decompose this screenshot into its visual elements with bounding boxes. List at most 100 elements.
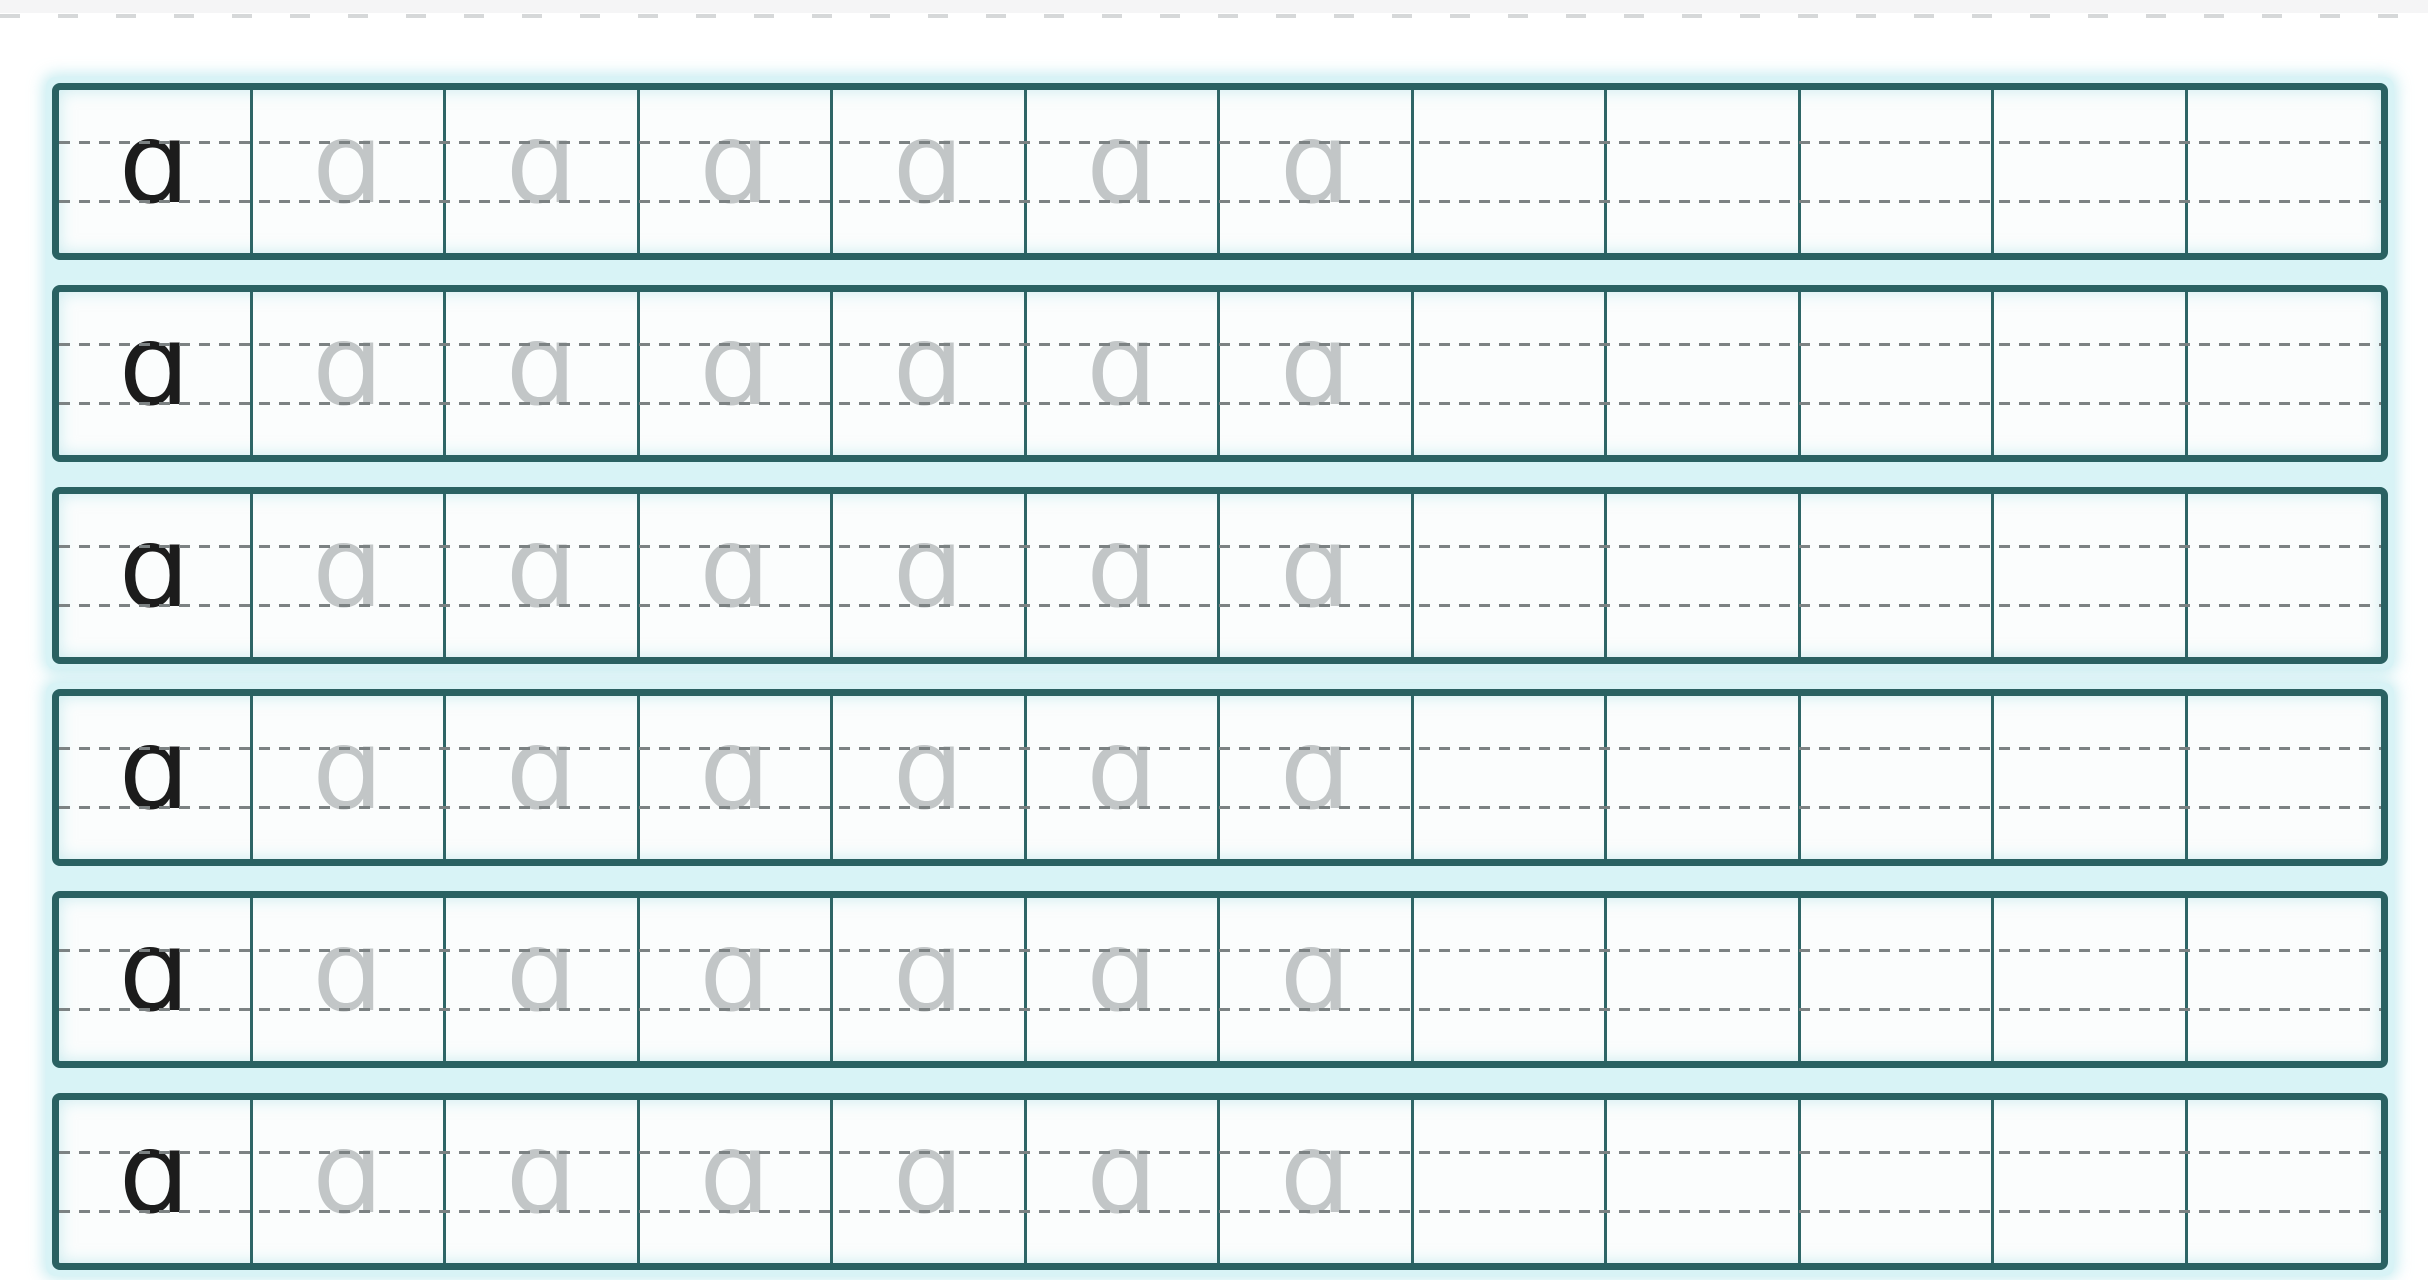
- cropped-previous-row-dashes: [0, 14, 2428, 18]
- practice-cell-blank: [1801, 90, 1994, 253]
- midline-dashed-upper: [59, 1151, 2381, 1154]
- practice-cell: ɑ: [1220, 292, 1414, 455]
- practice-cell: ɑ: [833, 1100, 1027, 1263]
- practice-cell: ɑ: [833, 898, 1027, 1061]
- practice-cell-blank: [1994, 898, 2188, 1061]
- practice-cell: ɑ: [1027, 696, 1220, 859]
- practice-cell: ɑ: [59, 90, 253, 253]
- midline-dashed-lower: [59, 200, 2381, 203]
- practice-cell-blank: [1414, 90, 1607, 253]
- practice-cell-blank: [1607, 292, 1801, 455]
- practice-cell-blank: [1994, 1100, 2188, 1263]
- practice-cell-blank: [1801, 696, 1994, 859]
- practice-row-cells: ɑ ɑ ɑ ɑ ɑ ɑ ɑ: [59, 1100, 2381, 1263]
- practice-cell: ɑ: [1027, 494, 1220, 657]
- midline-dashed-upper: [59, 747, 2381, 750]
- practice-row-5: ɑ ɑ ɑ ɑ ɑ ɑ ɑ: [52, 891, 2388, 1068]
- practice-cell: ɑ: [833, 696, 1027, 859]
- practice-cell: ɑ: [253, 696, 446, 859]
- midline-dashed-lower: [59, 806, 2381, 809]
- midline-dashed-lower: [59, 402, 2381, 405]
- practice-cell-blank: [2188, 90, 2382, 253]
- practice-cell: ɑ: [1220, 696, 1414, 859]
- practice-block-upper: ɑ ɑ ɑ ɑ ɑ ɑ ɑ ɑ ɑ ɑ ɑ ɑ: [46, 77, 2394, 670]
- practice-cell: ɑ: [253, 292, 446, 455]
- practice-cell: ɑ: [1027, 292, 1220, 455]
- midline-dashed-lower: [59, 1210, 2381, 1213]
- practice-cell: ɑ: [1027, 898, 1220, 1061]
- practice-cell: ɑ: [59, 1100, 253, 1263]
- practice-cell: ɑ: [640, 898, 833, 1061]
- practice-cell: ɑ: [640, 292, 833, 455]
- practice-cell-blank: [1607, 90, 1801, 253]
- practice-block-lower: ɑ ɑ ɑ ɑ ɑ ɑ ɑ ɑ ɑ ɑ ɑ ɑ: [46, 683, 2394, 1276]
- practice-cell: ɑ: [446, 1100, 640, 1263]
- practice-cell: ɑ: [640, 90, 833, 253]
- practice-cell: ɑ: [59, 494, 253, 657]
- practice-cell-blank: [1994, 494, 2188, 657]
- midline-dashed-upper: [59, 343, 2381, 346]
- practice-cell: ɑ: [1027, 1100, 1220, 1263]
- practice-cell: ɑ: [59, 292, 253, 455]
- practice-cell-blank: [2188, 494, 2382, 657]
- practice-cell: ɑ: [59, 696, 253, 859]
- practice-cell: ɑ: [1220, 1100, 1414, 1263]
- practice-row-2: ɑ ɑ ɑ ɑ ɑ ɑ ɑ: [52, 285, 2388, 462]
- practice-cell: ɑ: [446, 90, 640, 253]
- practice-row-4: ɑ ɑ ɑ ɑ ɑ ɑ ɑ: [52, 689, 2388, 866]
- practice-cell: ɑ: [253, 494, 446, 657]
- practice-cell-blank: [1607, 696, 1801, 859]
- practice-cell: ɑ: [833, 90, 1027, 253]
- practice-cell-blank: [1994, 696, 2188, 859]
- practice-cell: ɑ: [446, 898, 640, 1061]
- practice-cell: ɑ: [1220, 90, 1414, 253]
- practice-cell: ɑ: [640, 696, 833, 859]
- practice-cell: ɑ: [59, 898, 253, 1061]
- practice-cell-blank: [1414, 696, 1607, 859]
- practice-row-cells: ɑ ɑ ɑ ɑ ɑ ɑ ɑ: [59, 494, 2381, 657]
- practice-cell-blank: [1994, 90, 2188, 253]
- practice-cell-blank: [1994, 292, 2188, 455]
- practice-cell: ɑ: [640, 1100, 833, 1263]
- practice-row-cells: ɑ ɑ ɑ ɑ ɑ ɑ ɑ: [59, 696, 2381, 859]
- midline-dashed-lower: [59, 1008, 2381, 1011]
- practice-cell-blank: [2188, 292, 2382, 455]
- practice-row-3: ɑ ɑ ɑ ɑ ɑ ɑ ɑ: [52, 487, 2388, 664]
- practice-cell-blank: [1801, 494, 1994, 657]
- practice-row-6: ɑ ɑ ɑ ɑ ɑ ɑ ɑ: [52, 1093, 2388, 1270]
- practice-cell-blank: [1414, 494, 1607, 657]
- practice-cell-blank: [1607, 1100, 1801, 1263]
- practice-cell-blank: [1801, 898, 1994, 1061]
- practice-cell: ɑ: [640, 494, 833, 657]
- midline-dashed-upper: [59, 949, 2381, 952]
- midline-dashed-lower: [59, 604, 2381, 607]
- cropped-previous-row-remnant: [0, 0, 2428, 13]
- practice-cell: ɑ: [833, 292, 1027, 455]
- practice-cell: ɑ: [253, 1100, 446, 1263]
- practice-cell-blank: [2188, 696, 2382, 859]
- practice-cell: ɑ: [446, 696, 640, 859]
- practice-row-cells: ɑ ɑ ɑ ɑ ɑ ɑ ɑ: [59, 292, 2381, 455]
- practice-row-cells: ɑ ɑ ɑ ɑ ɑ ɑ ɑ: [59, 90, 2381, 253]
- practice-cell: ɑ: [253, 898, 446, 1061]
- practice-cell-blank: [1607, 898, 1801, 1061]
- practice-row-cells: ɑ ɑ ɑ ɑ ɑ ɑ ɑ: [59, 898, 2381, 1061]
- practice-cell: ɑ: [446, 292, 640, 455]
- practice-cell: ɑ: [446, 494, 640, 657]
- practice-cell-blank: [1801, 292, 1994, 455]
- practice-cell: ɑ: [1220, 898, 1414, 1061]
- practice-cell-blank: [1414, 1100, 1607, 1263]
- practice-cell-blank: [2188, 898, 2382, 1061]
- midline-dashed-upper: [59, 545, 2381, 548]
- midline-dashed-upper: [59, 141, 2381, 144]
- practice-cell: ɑ: [1027, 90, 1220, 253]
- practice-cell: ɑ: [833, 494, 1027, 657]
- practice-cell-blank: [1801, 1100, 1994, 1263]
- practice-cell: ɑ: [1220, 494, 1414, 657]
- practice-cell-blank: [1414, 292, 1607, 455]
- practice-row-1: ɑ ɑ ɑ ɑ ɑ ɑ ɑ: [52, 83, 2388, 260]
- practice-cell-blank: [2188, 1100, 2382, 1263]
- practice-cell-blank: [1414, 898, 1607, 1061]
- practice-cell: ɑ: [253, 90, 446, 253]
